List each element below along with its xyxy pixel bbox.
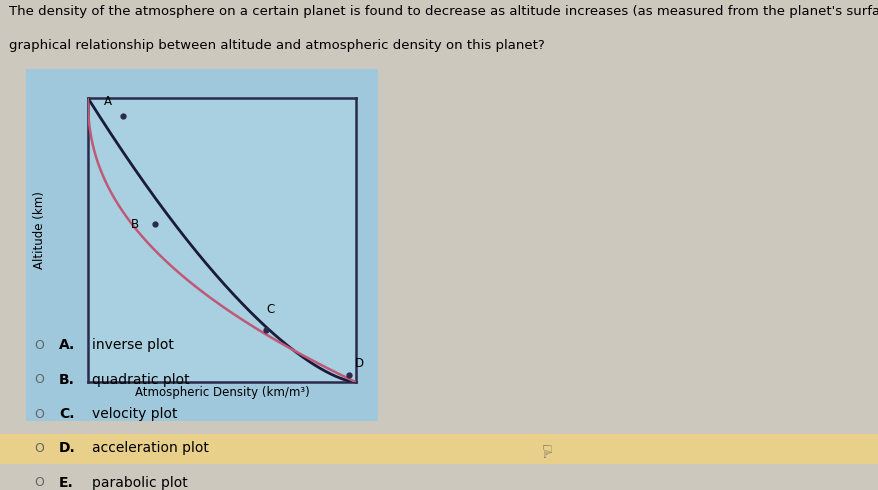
Text: O: O [34, 339, 45, 352]
Text: B: B [131, 218, 139, 231]
Text: velocity plot: velocity plot [92, 407, 177, 421]
Text: graphical relationship between altitude and atmospheric density on this planet?: graphical relationship between altitude … [9, 39, 543, 52]
Text: O: O [34, 442, 45, 455]
Text: A: A [104, 95, 112, 108]
Text: O: O [34, 476, 45, 489]
Text: C.: C. [59, 407, 75, 421]
Text: D: D [354, 357, 363, 370]
Text: O: O [34, 408, 45, 420]
Text: inverse plot: inverse plot [92, 339, 174, 352]
Text: acceleration plot: acceleration plot [92, 441, 209, 455]
Text: Altitude (km): Altitude (km) [33, 192, 46, 269]
X-axis label: Atmospheric Density (km/m³): Atmospheric Density (km/m³) [134, 387, 309, 399]
Text: C: C [266, 303, 274, 316]
Text: E.: E. [59, 476, 74, 490]
Text: The density of the atmosphere on a certain planet is found to decrease as altitu: The density of the atmosphere on a certa… [9, 5, 878, 18]
Text: O: O [34, 373, 45, 386]
Text: ☝: ☝ [539, 440, 550, 457]
Text: quadratic plot: quadratic plot [92, 373, 190, 387]
Text: parabolic plot: parabolic plot [92, 476, 188, 490]
Text: B.: B. [59, 373, 75, 387]
Text: D.: D. [59, 441, 76, 455]
Text: A.: A. [59, 339, 75, 352]
